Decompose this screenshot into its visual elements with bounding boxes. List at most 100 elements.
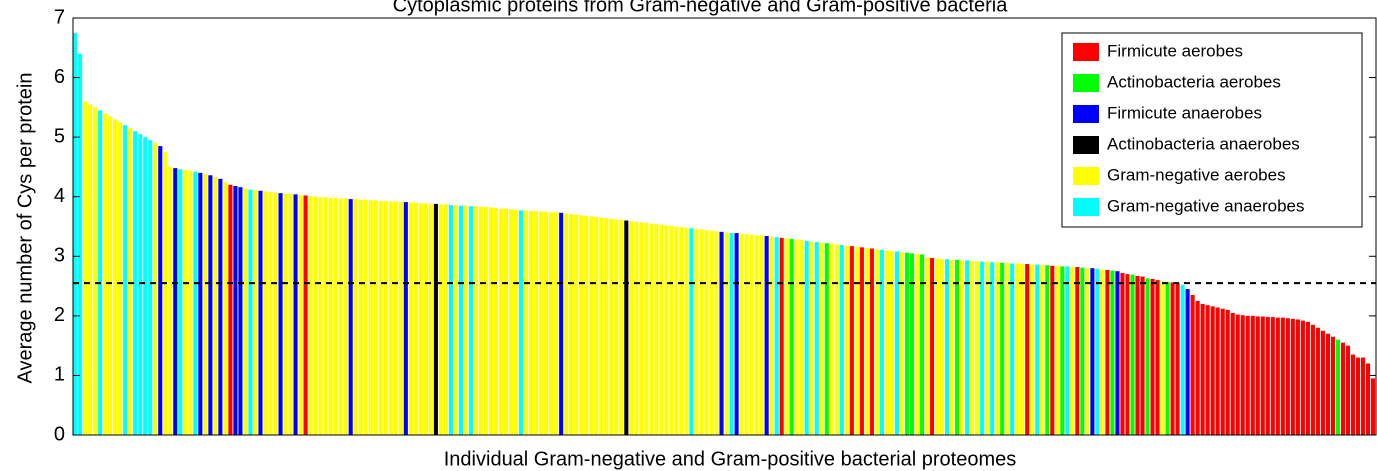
bar <box>343 198 348 435</box>
bar <box>1285 318 1290 435</box>
y-tick-label: 3 <box>54 245 65 267</box>
bar <box>519 210 524 435</box>
bar <box>1070 267 1075 435</box>
bar <box>363 199 368 435</box>
bar <box>1260 316 1265 435</box>
bar <box>398 202 403 435</box>
bar <box>839 244 844 435</box>
bar <box>88 104 93 435</box>
bar <box>604 218 609 435</box>
bar <box>1350 354 1356 435</box>
bar <box>413 202 418 435</box>
bar <box>1220 308 1225 435</box>
bars <box>73 32 1376 436</box>
bar <box>1255 316 1260 435</box>
bar <box>143 137 148 435</box>
bar <box>1330 336 1336 435</box>
bar <box>1225 309 1230 435</box>
bar <box>248 189 253 435</box>
bar <box>779 237 784 435</box>
bar <box>684 227 689 435</box>
bar <box>559 212 564 435</box>
bar <box>203 174 208 435</box>
bar <box>1000 262 1005 435</box>
legend-label: Actinobacteria anaerobes <box>1107 134 1300 153</box>
bar <box>1120 272 1125 435</box>
bar <box>1200 303 1205 435</box>
bar <box>539 211 544 435</box>
bar <box>323 197 328 435</box>
legend-label: Gram-negative aerobes <box>1107 165 1286 184</box>
bar <box>679 227 684 435</box>
bar <box>879 249 884 435</box>
bar <box>659 224 664 435</box>
bar <box>1275 317 1280 435</box>
bar <box>654 224 659 435</box>
bar <box>924 257 930 435</box>
bar <box>173 168 178 435</box>
bar <box>950 259 955 435</box>
bar <box>1110 270 1115 435</box>
bar <box>544 211 549 435</box>
bar <box>283 193 288 435</box>
bar <box>639 222 644 435</box>
bar <box>1300 320 1305 435</box>
bar <box>1295 319 1300 435</box>
bar <box>1030 264 1035 435</box>
bar <box>83 101 88 436</box>
bar <box>303 195 308 435</box>
bar <box>534 211 539 435</box>
legend-swatch <box>1073 105 1099 123</box>
bar <box>158 146 163 436</box>
bar <box>1195 300 1200 435</box>
bar <box>1015 263 1020 435</box>
bar <box>1180 284 1185 435</box>
plot-frame <box>72 17 1377 436</box>
bar <box>995 262 1000 435</box>
bar <box>473 206 479 435</box>
bar <box>699 229 704 435</box>
bar <box>188 170 193 435</box>
bar <box>1325 333 1330 435</box>
bar <box>619 219 624 435</box>
bar <box>443 204 448 435</box>
bar <box>433 203 438 435</box>
legend-swatch <box>1073 43 1099 61</box>
bar <box>198 172 203 435</box>
bar <box>498 208 504 435</box>
bar <box>353 199 358 435</box>
bar <box>318 197 323 435</box>
bar <box>1105 269 1110 435</box>
bar <box>674 226 679 435</box>
bar <box>814 241 819 435</box>
bar <box>829 243 834 435</box>
bar <box>1055 265 1060 435</box>
bar <box>1175 283 1180 435</box>
bar <box>819 242 824 435</box>
bar <box>869 248 874 435</box>
bar <box>1005 262 1010 435</box>
bar <box>123 125 128 435</box>
bar <box>428 203 433 435</box>
bar <box>113 119 118 436</box>
bar <box>809 241 814 435</box>
y-tick-label: 6 <box>54 66 65 88</box>
bar <box>1135 275 1140 435</box>
legend-label: Gram-negative anaerobes <box>1107 196 1305 215</box>
bar <box>263 191 268 435</box>
bar <box>278 193 283 435</box>
bar <box>864 247 869 435</box>
bar <box>163 152 168 436</box>
bar <box>1185 289 1190 435</box>
bar <box>468 206 474 435</box>
bar <box>854 246 859 435</box>
bar <box>955 259 960 435</box>
bar <box>128 128 133 435</box>
bar <box>153 143 158 435</box>
bar <box>1025 264 1030 435</box>
bar <box>524 210 529 435</box>
bar <box>634 221 639 435</box>
bar <box>463 205 469 435</box>
